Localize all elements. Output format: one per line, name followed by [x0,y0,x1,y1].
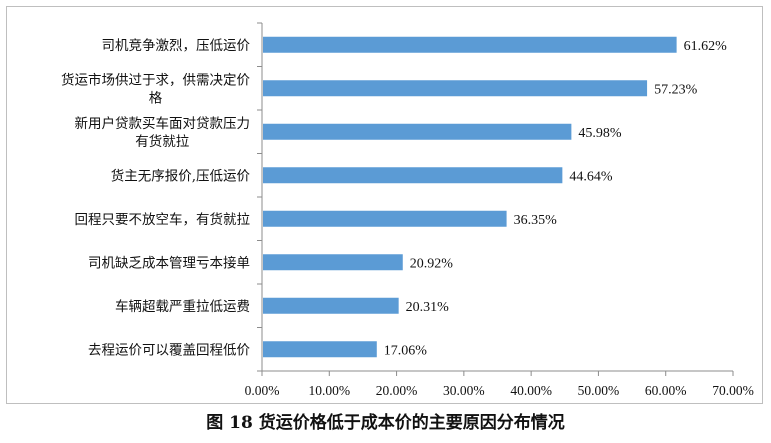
category-label: 回程只要不放空车，有货就拉 [75,211,251,228]
bar [263,341,377,358]
chart-frame: 0.00% 10.00% 20.00% 30.00% 40.00% 50.00% 60.00… [6,6,763,404]
value-label: 20.31% [406,300,450,315]
value-label: 17.06% [384,343,428,358]
bar [263,254,403,271]
bar [263,36,677,53]
x-tick-label: 0.00% [245,383,280,398]
bar [263,167,563,184]
value-label: 44.64% [569,169,613,184]
category-label: 司机竞争激烈，压低运价 [102,37,251,54]
x-tick-label: 40.00% [510,383,552,398]
category-label: 车辆超载严重拉低运费 [115,298,250,315]
category-label: 货运市场供过于求，供需决定价 [61,71,250,88]
value-label: 45.98% [578,126,622,141]
bar [263,80,648,97]
category-label: 去程运价可以覆盖回程低价 [88,342,250,358]
chart-caption: 图 18 货运价格低于成本价的主要原因分布情况 [206,413,565,433]
bar [263,123,572,140]
value-label: 20.92% [410,256,454,271]
category-label-line2: 格 [149,90,163,106]
category-label: 新用户贷款买车面对贷款压力 [75,115,251,132]
x-tick-label: 50.00% [578,383,620,398]
bar [263,297,399,314]
value-label: 57.23% [654,82,698,97]
value-label: 61.62% [684,39,728,54]
x-tick-label: 10.00% [308,383,350,398]
x-tick-label: 20.00% [376,383,418,398]
category-label: 货主无序报价,压低运价 [111,167,251,184]
category-label-line2: 有货就拉 [135,133,189,150]
x-tick-label: 30.00% [443,383,485,398]
category-label: 司机缺乏成本管理亏本接单 [88,254,250,271]
x-tick-label: 70.00% [712,383,754,398]
bar-chart: 0.00% 10.00% 20.00% 30.00% 40.00% 50.00% 60.00… [61,22,754,398]
bar [263,210,507,227]
x-tick-label: 60.00% [645,383,687,398]
value-label: 36.35% [514,213,558,228]
